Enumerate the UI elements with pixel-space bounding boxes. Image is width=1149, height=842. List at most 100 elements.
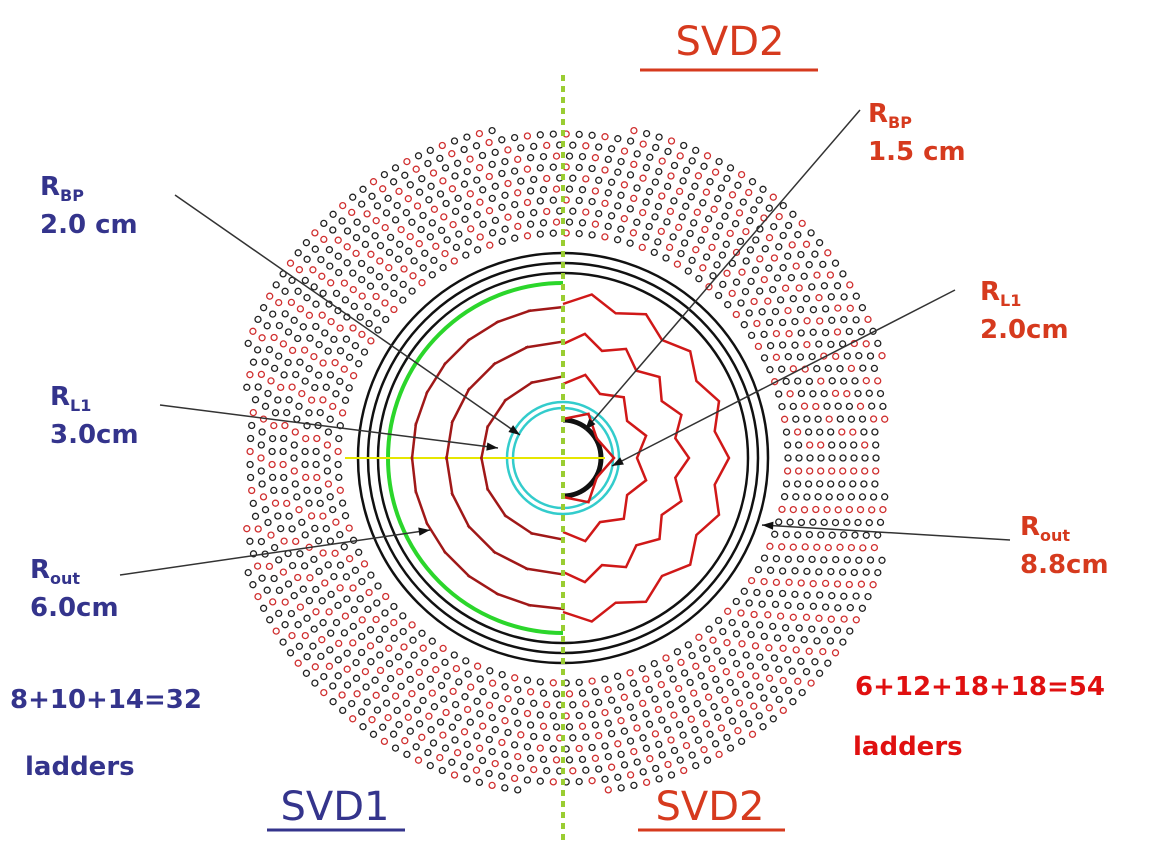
dot	[340, 500, 346, 506]
dot	[467, 719, 473, 725]
dot	[753, 643, 759, 649]
dot	[786, 223, 792, 229]
dot	[631, 195, 637, 201]
dot	[336, 474, 342, 480]
dot	[452, 737, 458, 743]
dot	[869, 403, 875, 409]
dot	[309, 513, 315, 519]
dot	[273, 410, 279, 416]
dot	[335, 657, 341, 663]
dot	[639, 244, 645, 250]
dot	[826, 494, 832, 500]
dot	[407, 676, 413, 682]
dot	[735, 182, 741, 188]
dot	[814, 638, 820, 644]
dot	[444, 673, 450, 679]
dot	[524, 166, 530, 172]
dot	[407, 728, 413, 734]
dot	[860, 365, 866, 371]
dot	[785, 602, 791, 608]
dot	[365, 606, 371, 612]
dot	[821, 557, 827, 563]
dot	[866, 390, 872, 396]
dot	[384, 210, 390, 216]
dot	[761, 695, 767, 701]
dot	[382, 610, 388, 616]
dot	[788, 275, 794, 281]
dot	[882, 416, 888, 422]
dot	[828, 429, 834, 435]
dot	[426, 197, 432, 203]
dot	[754, 590, 760, 596]
dot	[474, 212, 480, 218]
dot	[499, 171, 505, 177]
dot	[431, 740, 437, 746]
dot	[440, 645, 446, 651]
dot	[737, 700, 743, 706]
dot	[746, 600, 752, 606]
ladder-word: ladders	[25, 752, 135, 782]
dot	[806, 481, 812, 487]
dot	[615, 169, 621, 175]
dot	[817, 481, 823, 487]
dot	[738, 672, 744, 678]
dot	[776, 214, 782, 220]
dot	[733, 599, 739, 605]
dot	[771, 655, 777, 661]
dot	[255, 316, 261, 322]
dot	[487, 702, 493, 708]
dot	[531, 767, 537, 773]
dot	[320, 360, 326, 366]
dot	[780, 203, 786, 209]
dot	[261, 305, 267, 311]
dot	[296, 267, 302, 273]
dot	[317, 410, 323, 416]
dot	[770, 623, 776, 629]
dot	[756, 713, 762, 719]
dot	[304, 615, 310, 621]
dot	[299, 391, 305, 397]
dot	[757, 622, 763, 628]
dot	[525, 200, 531, 206]
dot	[403, 210, 409, 216]
dot	[374, 310, 380, 316]
dot	[346, 525, 352, 531]
dot	[772, 531, 778, 537]
dot	[798, 520, 804, 526]
dot	[790, 403, 796, 409]
dot	[583, 143, 589, 149]
dot	[804, 592, 810, 598]
dot	[275, 397, 281, 403]
dot	[643, 234, 649, 240]
dot	[726, 707, 732, 713]
dot	[828, 294, 834, 300]
dot	[841, 294, 847, 300]
dot	[304, 487, 310, 493]
detector-drawing	[120, 75, 1010, 842]
dot	[258, 371, 264, 377]
dot	[785, 468, 791, 474]
dot	[265, 520, 271, 526]
dot	[713, 169, 719, 175]
dot	[609, 179, 615, 185]
dot	[291, 442, 297, 448]
dot	[810, 603, 816, 609]
dot	[602, 167, 608, 173]
dot	[368, 267, 374, 273]
dot	[790, 614, 796, 620]
dot	[730, 718, 736, 724]
ladder	[446, 420, 452, 459]
dot	[751, 299, 757, 305]
dot	[272, 545, 278, 551]
dot	[847, 305, 853, 311]
dot	[567, 757, 573, 763]
dot	[729, 650, 735, 656]
dot	[605, 720, 611, 726]
dot	[835, 283, 841, 289]
dot	[282, 423, 288, 429]
dot	[270, 311, 276, 317]
dot	[681, 143, 687, 149]
dot	[247, 372, 253, 378]
dot	[380, 186, 386, 192]
dot	[770, 287, 776, 293]
